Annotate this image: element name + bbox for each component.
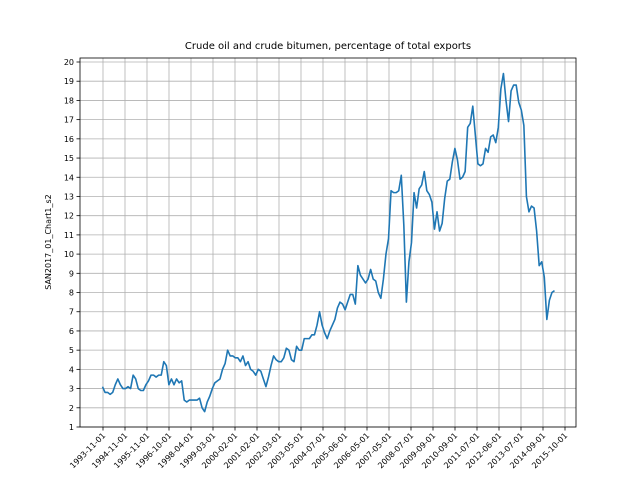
y-tick-label: 9 [69, 269, 74, 278]
y-tick-label: 7 [69, 308, 74, 317]
y-tick-label: 13 [64, 192, 74, 201]
y-tick-label: 11 [64, 231, 74, 240]
chart-title: Crude oil and crude bitumen, percentage … [185, 41, 471, 52]
y-tick-label: 10 [64, 250, 74, 259]
y-tick-label: 5 [69, 346, 74, 355]
y-tick-label: 18 [64, 96, 74, 105]
y-tick-label: 19 [64, 77, 74, 86]
series-line [101, 72, 555, 413]
y-tick-label: 15 [64, 154, 74, 163]
y-tick-label: 20 [64, 58, 74, 67]
y-tick-label: 17 [64, 116, 74, 125]
y-tick-label: 3 [69, 385, 74, 394]
y-axis-label: SAN2017_01_Chart1_s2 [44, 194, 53, 290]
y-tick-label: 4 [69, 365, 74, 374]
grid-lines [80, 58, 576, 428]
y-tick-label: 14 [64, 173, 74, 182]
plot-area-frame [79, 57, 577, 428]
series-group [101, 72, 555, 413]
y-tick-label: 2 [69, 404, 74, 413]
y-tick-label: 8 [69, 289, 74, 298]
y-tick-label: 16 [64, 135, 74, 144]
y-tick-label: 1 [69, 423, 74, 432]
y-tick-label: 12 [64, 212, 74, 221]
y-tick-label: 6 [69, 327, 74, 336]
